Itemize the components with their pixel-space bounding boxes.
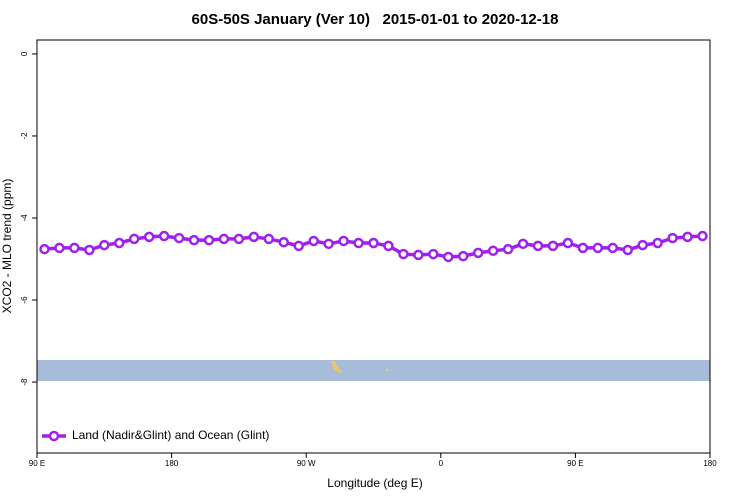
legend-label: Land (Nadir&Glint) and Ocean (Glint) xyxy=(72,428,269,442)
point xyxy=(69,242,80,254)
point xyxy=(54,242,65,254)
point xyxy=(622,244,633,256)
point xyxy=(607,242,619,254)
x-tick-label: 90 E xyxy=(567,459,583,468)
point xyxy=(383,240,394,252)
point xyxy=(457,250,469,262)
y-tick-label: -6 xyxy=(20,296,29,304)
point xyxy=(637,239,648,251)
point xyxy=(203,234,215,246)
point xyxy=(697,230,708,242)
land-patch xyxy=(386,369,388,371)
point xyxy=(443,251,454,263)
point xyxy=(368,237,379,249)
point xyxy=(188,234,200,246)
point xyxy=(562,237,574,249)
y-tick-label: 0 xyxy=(20,51,29,56)
y-axis-label: XCO2 - MLO trend (ppm) xyxy=(0,179,14,314)
point xyxy=(532,240,544,252)
point xyxy=(428,248,439,260)
point xyxy=(472,247,484,259)
point xyxy=(114,237,125,249)
point xyxy=(502,243,514,255)
point xyxy=(128,233,140,245)
point xyxy=(84,244,95,256)
chart-title: 60S-50S January (Ver 10) 2015-01-01 to 2… xyxy=(192,11,559,28)
point xyxy=(39,243,50,255)
point xyxy=(682,231,693,243)
land-ocean-band xyxy=(37,360,710,381)
point xyxy=(308,235,319,247)
point xyxy=(353,237,364,249)
point xyxy=(547,240,559,252)
point xyxy=(652,237,663,249)
point xyxy=(143,231,155,243)
plot-frame xyxy=(36,39,711,454)
point xyxy=(413,249,424,261)
point xyxy=(278,236,290,248)
point xyxy=(577,242,589,254)
y-tick-label: -2 xyxy=(20,132,29,140)
x-tick-label: 0 xyxy=(439,459,444,468)
point xyxy=(323,238,334,250)
point xyxy=(248,231,260,243)
point xyxy=(667,232,678,244)
point xyxy=(218,233,230,245)
point xyxy=(517,238,529,250)
point xyxy=(233,233,245,245)
x-tick-label: 180 xyxy=(703,459,717,468)
point xyxy=(158,230,170,242)
point xyxy=(592,242,604,254)
point xyxy=(338,235,349,247)
x-tick-label: 180 xyxy=(165,459,179,468)
y-tick-label: -8 xyxy=(20,378,29,386)
point xyxy=(263,233,275,245)
point xyxy=(293,240,304,252)
x-tick-label: 90 E xyxy=(29,459,45,468)
point xyxy=(398,248,409,260)
point xyxy=(487,245,499,257)
point xyxy=(173,232,185,244)
legend-marker xyxy=(48,430,60,442)
y-tick-label: -4 xyxy=(20,214,29,222)
x-axis-label: Longitude (deg E) xyxy=(327,476,422,490)
x-tick-label: 90 W xyxy=(297,459,316,468)
land-patch xyxy=(331,361,342,373)
point xyxy=(99,239,110,251)
